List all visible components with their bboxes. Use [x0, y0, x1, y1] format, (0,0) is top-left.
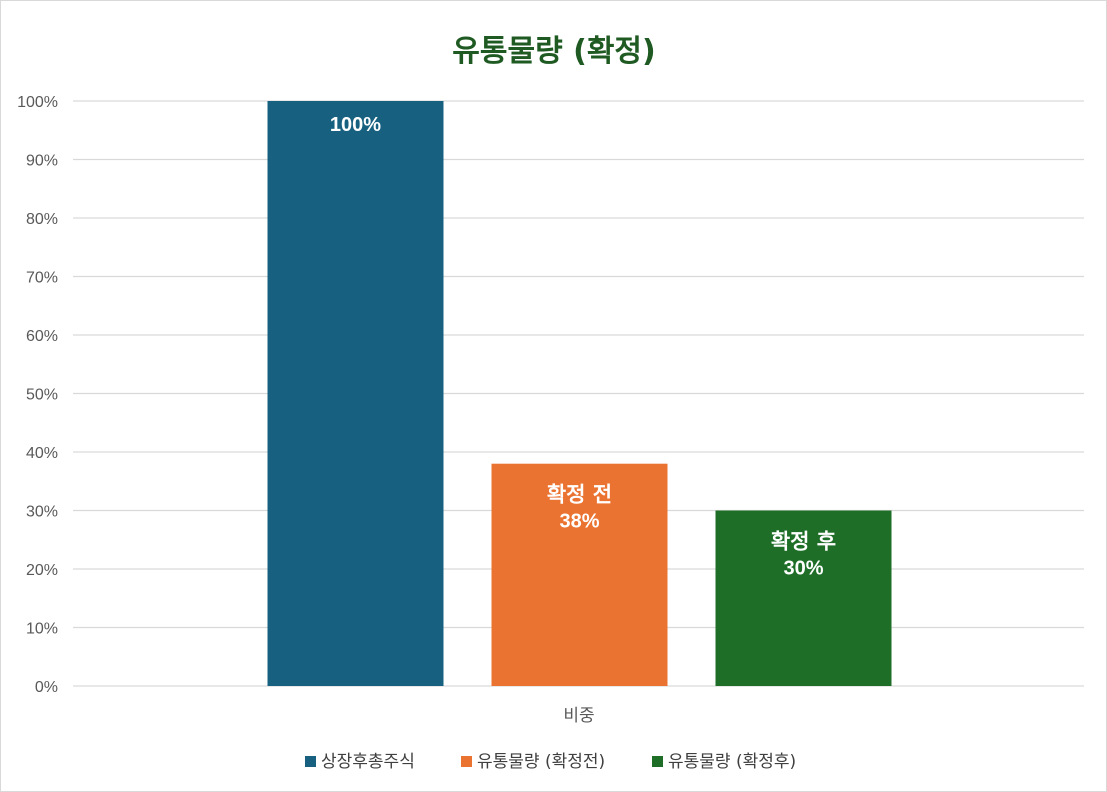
data-label: 38%	[559, 511, 599, 533]
bar	[491, 463, 668, 686]
legend: 상장후총주식 유통물량 (확정전) 유통물량 (확정후)	[305, 752, 796, 772]
x-tick-label: 비중	[563, 706, 594, 726]
chart-title: 유통물량 (확정)	[452, 34, 655, 69]
legend-swatch	[461, 756, 472, 767]
legend-label: 상장후총주식	[321, 752, 415, 772]
bars: 100% 확정 전 38% 확정 후 30%	[267, 101, 892, 686]
bar	[267, 101, 444, 686]
bar	[715, 510, 892, 686]
grid-lines	[73, 100, 1084, 687]
y-tick-label: 10%	[26, 621, 58, 638]
y-tick-label: 0%	[35, 679, 58, 696]
data-label: 30%	[783, 558, 823, 580]
bar-category-label: 확정 후	[771, 530, 836, 554]
legend-swatch	[652, 756, 663, 767]
x-axis: 비중	[563, 706, 594, 726]
y-tick-label: 60%	[26, 328, 58, 345]
legend-swatch	[305, 756, 316, 767]
legend-label: 유통물량 (확정후)	[668, 752, 796, 772]
y-tick-label: 90%	[26, 153, 58, 170]
y-tick-label: 30%	[26, 504, 58, 521]
y-tick-label: 80%	[26, 211, 58, 228]
legend-label: 유통물량 (확정전)	[477, 752, 605, 772]
bar-category-label: 확정 전	[547, 483, 612, 507]
y-axis: 0% 10% 20% 30% 40% 50% 60% 70% 80% 90% 100%	[17, 94, 58, 696]
y-tick-label: 40%	[26, 445, 58, 462]
y-tick-label: 100%	[17, 94, 58, 111]
y-tick-label: 20%	[26, 562, 58, 579]
data-label: 100%	[330, 114, 381, 136]
y-tick-label: 70%	[26, 270, 58, 287]
y-tick-label: 50%	[26, 387, 58, 404]
